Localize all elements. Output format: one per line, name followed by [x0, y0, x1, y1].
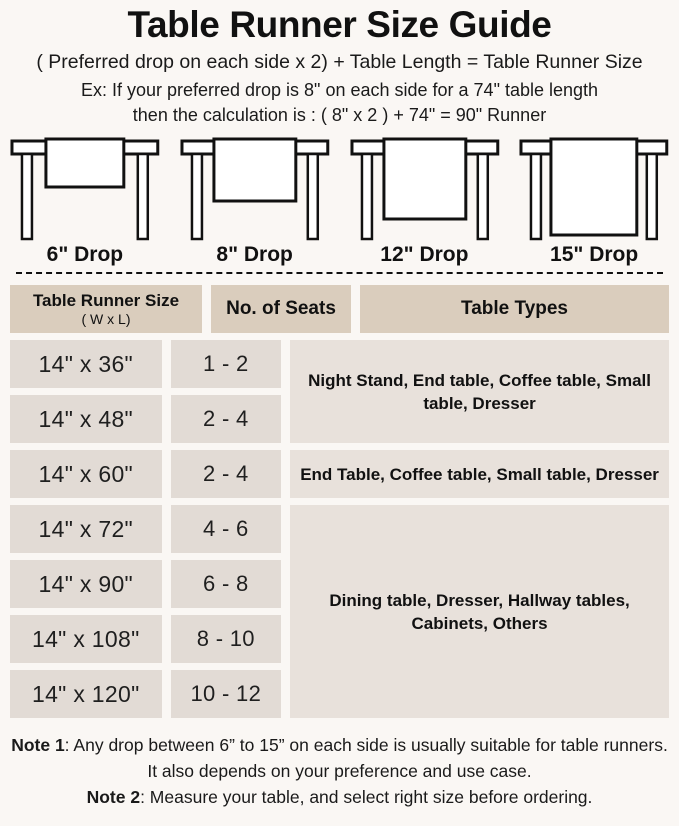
drop-label-12: 12" Drop	[380, 243, 469, 266]
table-types-group-3: Dining table, Dresser, Hallway tables, C…	[290, 505, 670, 718]
page-title: Table Runner Size Guide	[127, 4, 552, 45]
drop-diagrams	[0, 137, 679, 241]
header-cell-runner-size: Table Runner Size ( W x L)	[10, 285, 202, 333]
note-2: Note 2: Measure your table, and select r…	[10, 784, 669, 810]
example-line-2: then the calculation is : ( 8" x 2 ) + 7…	[132, 105, 547, 125]
header-runner-size-title: Table Runner Size	[32, 290, 180, 310]
note-1-label: Note 1	[11, 735, 65, 755]
table-header-row: Table Runner Size ( W x L) No. of Seats …	[10, 285, 669, 333]
table-row: 1 - 2	[170, 340, 282, 388]
diagram-12-drop	[340, 137, 510, 241]
formula-text: ( Preferred drop on each side x 2) + Tab…	[36, 51, 643, 73]
table-row: 2 - 4	[170, 395, 282, 443]
table-types-group-2: End Table, Coffee table, Small table, Dr…	[290, 450, 670, 498]
note-1: Note 1: Any drop between 6” to 15” on ea…	[10, 732, 669, 784]
header-cell-table-types: Table Types	[360, 285, 669, 333]
size-table: Table Runner Size ( W x L) No. of Seats …	[10, 285, 670, 718]
table-illustration-6	[10, 137, 160, 241]
table-row: 14" x 60"	[10, 450, 162, 498]
header-table-types-label: Table Types	[461, 298, 568, 319]
drop-label-8: 8" Drop	[216, 243, 293, 266]
table-row: 14" x 108"	[10, 615, 162, 663]
example-line-1: Ex: If your preferred drop is 8" on each…	[80, 80, 599, 100]
table-types-group-1: Night Stand, End table, Coffee table, Sm…	[290, 340, 670, 443]
drop-label-6: 6" Drop	[46, 243, 124, 266]
header-cell-seats: No. of Seats	[211, 285, 351, 333]
drop-label-row: 6" Drop 8" Drop 12" Drop 15" Drop	[0, 242, 679, 268]
table-row: 14" x 36"	[10, 340, 162, 388]
diagram-6-drop	[0, 137, 170, 241]
table-row: 14" x 90"	[10, 560, 162, 608]
table-row: 14" x 48"	[10, 395, 162, 443]
table-illustration-8	[180, 137, 330, 241]
drop-label-15: 15" Drop	[550, 243, 639, 266]
table-row: 10 - 12	[170, 670, 282, 718]
diagram-8-drop	[170, 137, 340, 241]
column-seats: 1 - 2 2 - 4 2 - 4 4 - 6 6 - 8 8 - 10 10 …	[170, 340, 282, 718]
header-runner-size-sub: ( W x L)	[81, 310, 131, 327]
table-illustration-15	[519, 137, 669, 241]
header-section: Table Runner Size Guide ( Preferred drop…	[0, 0, 679, 128]
table-row: 14" x 72"	[10, 505, 162, 553]
table-illustration-12	[349, 137, 499, 241]
header-seats-label: No. of Seats	[226, 298, 336, 319]
table-row: 8 - 10	[170, 615, 282, 663]
column-runner-sizes: 14" x 36" 14" x 48" 14" x 60" 14" x 72" …	[10, 340, 162, 718]
table-row: 4 - 6	[170, 505, 282, 553]
note-2-text: : Measure your table, and select right s…	[140, 787, 593, 807]
table-row: 14" x 120"	[10, 670, 162, 718]
dashed-divider	[16, 272, 663, 274]
notes-section: Note 1: Any drop between 6” to 15” on ea…	[10, 732, 669, 810]
diagram-15-drop	[509, 137, 679, 241]
table-body: 14" x 36" 14" x 48" 14" x 60" 14" x 72" …	[10, 340, 670, 718]
table-row: 2 - 4	[170, 450, 282, 498]
note-2-label: Note 2	[86, 787, 141, 807]
table-row: 6 - 8	[170, 560, 282, 608]
column-table-types: Night Stand, End table, Coffee table, Sm…	[290, 340, 670, 718]
note-1-text: : Any drop between 6” to 15” on each sid…	[64, 735, 668, 781]
